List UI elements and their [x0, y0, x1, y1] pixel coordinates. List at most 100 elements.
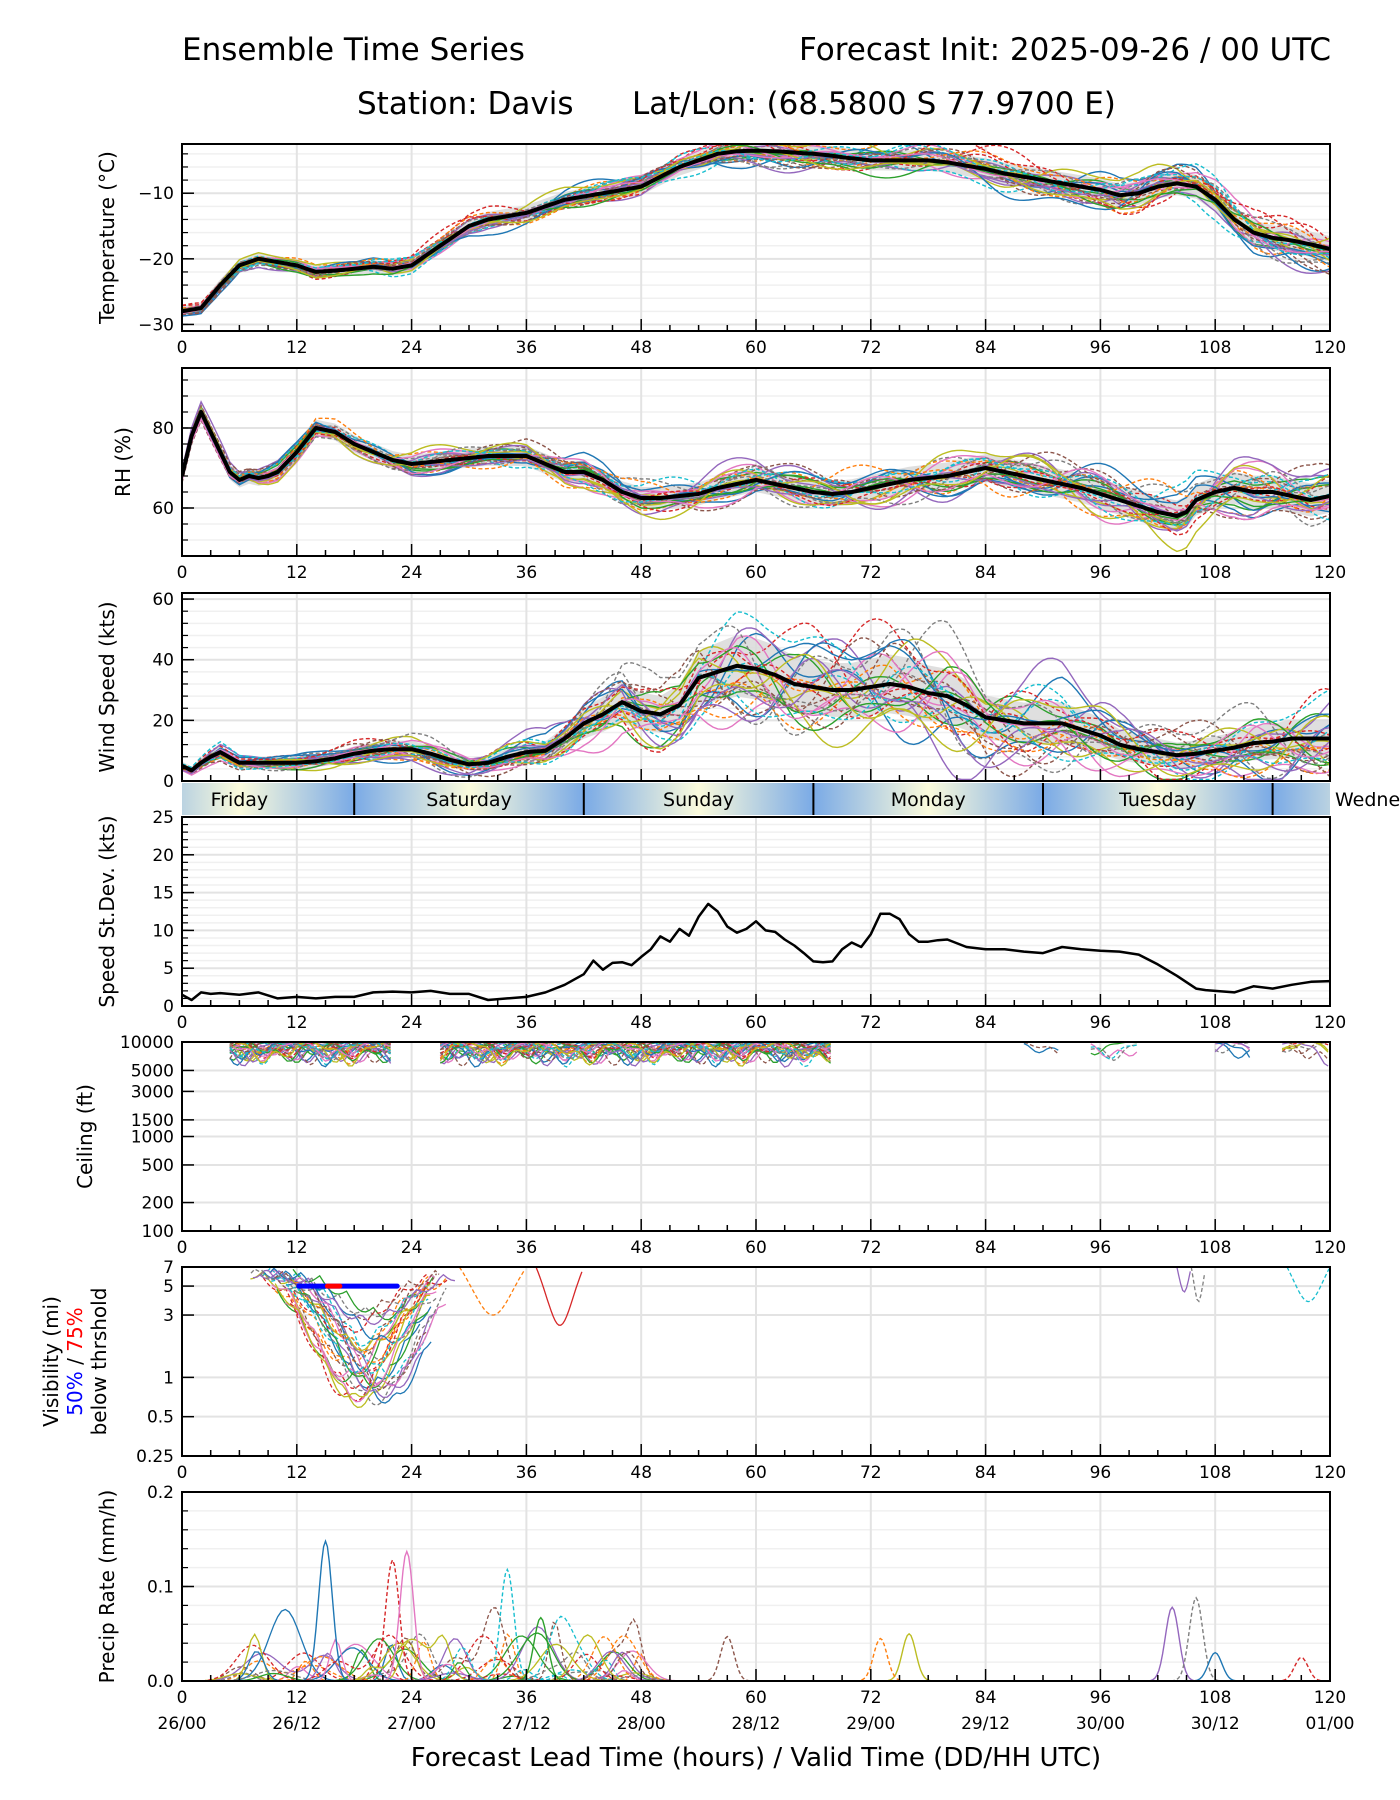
y-ticks: 0.25 0.5 1 3 57 [136, 1258, 194, 1467]
member-line [182, 144, 1330, 313]
valid-time-label: 28/00 [617, 1714, 666, 1734]
x-tick-label: 120 [1314, 338, 1346, 358]
x-tick-label: 84 [975, 1463, 997, 1483]
x-tick-label: 108 [1199, 1688, 1231, 1708]
valid-time-label: 30/00 [1076, 1714, 1125, 1734]
x-tick-label: 0 [177, 1238, 188, 1258]
member-line [262, 1270, 432, 1404]
day-label: Tuesday [1118, 789, 1196, 811]
member-line [182, 406, 1330, 522]
member-line [182, 1663, 1327, 1681]
x-tick-label: 108 [1199, 1238, 1231, 1258]
member-line [182, 413, 1330, 513]
member-line [182, 662, 1330, 781]
panel-precip-rate: 0 12 24 36 48 60 72 84 96 108 120 0.0 0.1 0.2 Precip R… [95, 1483, 1346, 1708]
x-tick-label: 96 [1090, 1463, 1112, 1483]
x-tick-label: 120 [1314, 1238, 1346, 1258]
x-tick-label: 48 [630, 1013, 652, 1033]
x-tick-label: 48 [630, 338, 652, 358]
member-line [261, 1269, 439, 1360]
day-band: Friday Saturday Sunday Monday Tuesday Wednesd… [182, 783, 1400, 815]
y-tick-label: 10000 [120, 1033, 174, 1053]
x-tick-label: 0 [177, 1688, 188, 1708]
y-tick-label: 20 [152, 711, 174, 731]
y-ticks: −30 −20 −10 [138, 153, 194, 335]
x-tick-label: 36 [516, 1688, 538, 1708]
member-line [182, 635, 1330, 778]
member-line [440, 1042, 831, 1056]
grid-lines [181, 144, 1331, 331]
x-tick-label: 120 [1314, 1463, 1346, 1483]
member-line [1286, 1267, 1330, 1303]
y-ticks: 0 5 10 15 20 25 [152, 808, 194, 1017]
x-tick-label: 60 [745, 1688, 767, 1708]
y-tick-label: 60 [152, 590, 174, 610]
x-tick-label: 96 [1090, 1688, 1112, 1708]
day-cell [1272, 783, 1330, 815]
x-tick-label: 24 [401, 1463, 423, 1483]
member-line [292, 1268, 428, 1321]
y-tick-label: 100 [142, 1222, 174, 1242]
day-cell [583, 783, 814, 815]
x-tick-label: 96 [1090, 563, 1112, 583]
x-tick-label: 24 [401, 1013, 423, 1033]
x-tick-label: 48 [630, 1688, 652, 1708]
x-ticks: 0 12 24 36 48 60 72 84 96 108 120 [177, 319, 1346, 358]
x-ticks: 0 12 24 36 48 60 72 84 96 108 120 [177, 994, 1346, 1033]
x-tick-label: 24 [401, 1238, 423, 1258]
precip-peak-line [842, 1637, 917, 1681]
valid-time-label: 30/12 [1191, 1714, 1240, 1734]
member-line [182, 1633, 1327, 1681]
y-tick-label: 80 [152, 419, 174, 439]
x-tick-label: 0 [177, 1463, 188, 1483]
y-tick-label: 200 [142, 1194, 174, 1214]
x-tick-label: 84 [975, 563, 997, 583]
grid-lines [181, 816, 1331, 1007]
x-tick-label: 36 [516, 338, 538, 358]
x-tick-label: 72 [860, 1013, 882, 1033]
x-tick-label: 72 [860, 1688, 882, 1708]
x-tick-label: 48 [630, 1238, 652, 1258]
x-tick-label: 12 [286, 1013, 308, 1033]
x-tick-label: 36 [516, 563, 538, 583]
x-tick-label: 0 [177, 1013, 188, 1033]
x-tick-label: 96 [1090, 1013, 1112, 1033]
plot-area [250, 1267, 1330, 1409]
member-line [1090, 1042, 1137, 1056]
x-tick-label: 72 [860, 563, 882, 583]
x-tick-label: 108 [1199, 1013, 1231, 1033]
member-line [458, 1267, 526, 1316]
day-cell [354, 783, 584, 815]
panel-speed-stdev: 0 12 24 36 48 60 72 84 96 108 120 0 5 10 15 20 25 Speed S… [95, 808, 1346, 1033]
member-line [182, 1634, 1327, 1681]
y-tick-label: 1000 [131, 1128, 174, 1148]
y-tick-label: 0.0 [147, 1672, 174, 1692]
member-line [250, 1268, 447, 1406]
x-tick-label: 72 [860, 1463, 882, 1483]
x-ticks: 0 12 24 36 48 60 72 84 96 108 120 [177, 1219, 1346, 1258]
member-line [182, 628, 1330, 780]
y-tick-label: −10 [138, 184, 174, 204]
day-cell [182, 783, 355, 815]
x-tick-label: 48 [630, 1463, 652, 1483]
y-ticks: 0 20 40 60 [152, 590, 194, 792]
member-line [182, 668, 1330, 776]
x-ticks: 0 12 24 36 48 60 72 84 96 108 120 [177, 1444, 1346, 1483]
y-tick-label: 20 [152, 846, 174, 866]
member-line [440, 1042, 831, 1068]
vis-50-label: 50% [63, 1371, 87, 1415]
member-line [182, 409, 1330, 524]
precip-peak-line [1263, 1656, 1330, 1681]
valid-time-label: 27/12 [502, 1714, 551, 1734]
member-line [1023, 1042, 1059, 1054]
grid-lines [181, 368, 1331, 557]
y-axis-label: Precip Rate (mm/h) [95, 1490, 119, 1684]
vis-75-label: 75% [63, 1307, 87, 1351]
member-line [182, 410, 1330, 512]
valid-time-label: 27/00 [387, 1714, 436, 1734]
x-tick-label: 12 [286, 563, 308, 583]
valid-time-label: 28/12 [732, 1714, 781, 1734]
y-tick-label: 1500 [131, 1111, 174, 1131]
panel-temperature: 0 12 24 36 48 60 72 84 96 108 120 −30 −20 −10 Temperat… [95, 143, 1346, 358]
